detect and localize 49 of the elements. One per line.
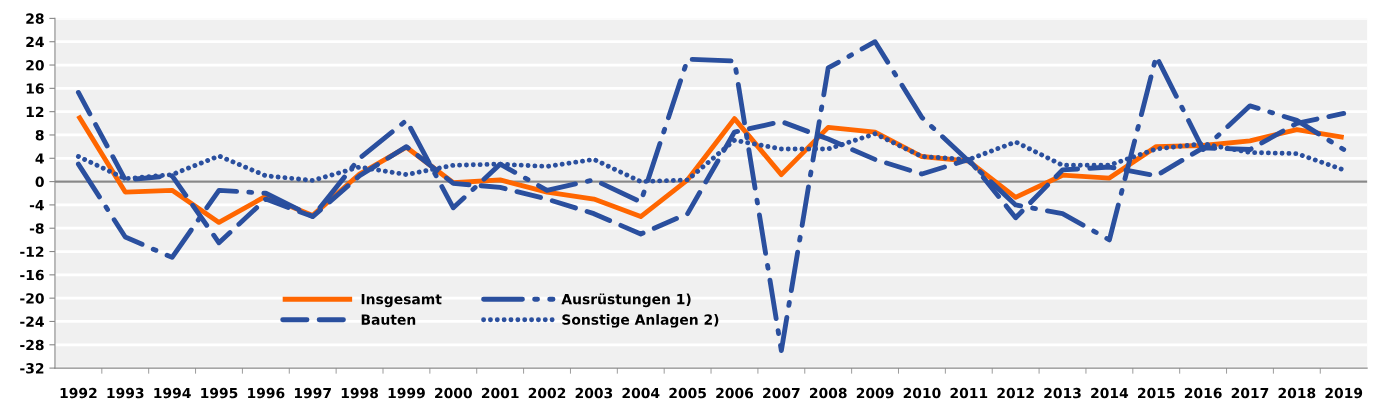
y-tick-label: 8 (35, 129, 44, 141)
x-tick-label: 2008 (809, 387, 847, 399)
x-tick-label: 2014 (1091, 387, 1129, 399)
y-tick-label: -4 (29, 200, 44, 211)
y-tick-label: -20 (20, 293, 44, 304)
y-tick-label: -8 (29, 223, 44, 234)
x-tick-label: 2004 (622, 387, 660, 399)
y-tick-label: 12 (26, 106, 44, 117)
legend-label: Bauten (361, 314, 416, 325)
x-tick-label: 1995 (201, 387, 238, 399)
y-tick-label: -16 (20, 269, 44, 281)
y-tick-label: 24 (26, 36, 44, 47)
x-tick-label: 2010 (903, 387, 941, 399)
x-tick-label: 1992 (60, 387, 97, 399)
x-tick-label: 2005 (669, 387, 706, 399)
x-tick-label: 2007 (763, 387, 800, 399)
x-tick-label: 2006 (716, 387, 754, 399)
x-tick-label: 2000 (435, 387, 472, 399)
x-tick-label: 2016 (1184, 387, 1222, 399)
y-tick-label: 28 (26, 13, 44, 24)
x-tick-label: 2009 (856, 387, 894, 399)
legend-label: Ausrüstungen 1) (561, 293, 691, 308)
line-series (75, 39, 1347, 354)
x-tick-label: 2001 (481, 387, 519, 399)
y-tick-label: 16 (26, 83, 44, 94)
x-tick-label: 2011 (950, 387, 988, 399)
x-tick-label: 1998 (341, 387, 379, 399)
x-tick-label: 2015 (1138, 387, 1175, 399)
y-tick-label: 4 (35, 153, 44, 164)
legend-label: Sonstige Anlagen 2) (562, 314, 719, 328)
legend-label: Insgesamt (361, 294, 442, 308)
y-tick-label: -32 (20, 363, 44, 374)
y-tick-label: -24 (20, 316, 44, 327)
y-tick-label: 0 (35, 176, 44, 188)
x-tick-label: 2012 (997, 387, 1034, 399)
x-tick-label: 2002 (528, 387, 566, 399)
x-tick-label: 1993 (107, 387, 144, 399)
y-tick-label: 20 (26, 60, 44, 71)
y-tick-label: -12 (20, 246, 44, 257)
x-tick-label: 2003 (575, 387, 613, 399)
y-tick-label: -28 (20, 339, 44, 351)
x-tick-label: 2018 (1278, 387, 1316, 399)
x-tick-label: 1997 (294, 387, 331, 399)
x-tick-label: 2019 (1325, 387, 1363, 399)
x-tick-label: 2017 (1231, 387, 1269, 399)
x-tick-label: 2013 (1044, 387, 1081, 399)
x-tick-label: 1994 (154, 387, 191, 399)
x-tick-label: 1996 (248, 387, 285, 399)
x-tick-label: 1999 (388, 387, 425, 399)
